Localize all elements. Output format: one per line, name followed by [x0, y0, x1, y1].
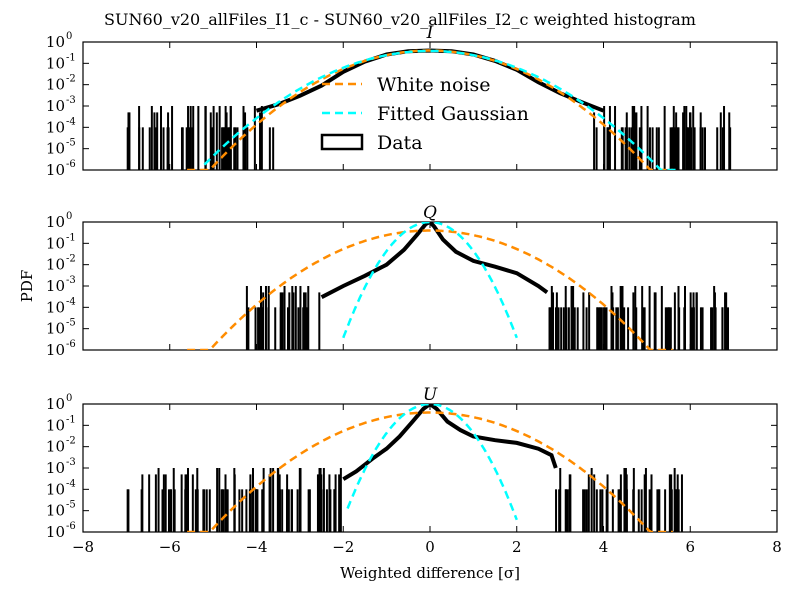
y-tick-label: 10: [46, 118, 65, 136]
y-tick-label: 10: [46, 459, 65, 477]
y-tick-exponent: -6: [66, 159, 76, 170]
y-tick-label: 10: [46, 234, 65, 252]
x-tick-label: 8: [772, 538, 782, 556]
y-tick-label: 10: [46, 480, 65, 498]
x-axis-label: Weighted difference [σ]: [340, 564, 520, 582]
data-noise-spikes: [126, 106, 732, 170]
y-tick-label: 10: [46, 277, 65, 295]
y-tick-exponent: 0: [66, 211, 72, 222]
y-axis-label: PDF: [18, 270, 36, 303]
legend-swatch: [320, 133, 364, 151]
y-tick-label: 10: [46, 341, 65, 359]
y-tick-exponent: -2: [66, 74, 76, 85]
y-tick-label: 10: [46, 416, 65, 434]
legend-label: Fitted Gaussian: [377, 103, 529, 125]
y-tick-label: 10: [46, 502, 65, 520]
fitted-gaussian-curve: [346, 404, 518, 521]
y-tick-exponent: -6: [66, 339, 76, 350]
panel-title: I: [426, 23, 434, 43]
white-noise-curve: [187, 229, 673, 350]
figure-title: SUN60_v20_allFiles_I1_c - SUN60_v20_allF…: [104, 10, 696, 29]
y-tick-label: 10: [46, 33, 65, 51]
x-tick-label: 2: [512, 538, 522, 556]
y-tick-exponent: -1: [66, 414, 76, 425]
y-tick-label: 10: [46, 523, 65, 541]
y-tick-exponent: -3: [66, 275, 76, 286]
y-tick-label: 10: [46, 438, 65, 456]
fitted-gaussian-curve: [342, 222, 518, 339]
data-noise-spikes: [245, 286, 729, 350]
x-tick-label: −6: [159, 538, 181, 556]
legend: White noise Fitted Gaussian Data: [320, 74, 529, 154]
y-tick-label: 10: [46, 256, 65, 274]
legend-label: Data: [377, 132, 423, 154]
y-tick-exponent: -1: [66, 232, 76, 243]
y-tick-exponent: -5: [66, 500, 76, 511]
fitted-gaussian-curve: [203, 49, 678, 170]
white-noise-curve: [187, 49, 673, 170]
y-tick-exponent: -5: [66, 138, 76, 149]
y-tick-exponent: -2: [66, 254, 76, 265]
plot-frame: [82, 221, 778, 351]
x-tick-label: −4: [245, 538, 267, 556]
legend-label: White noise: [377, 74, 491, 96]
x-tick-label: 6: [685, 538, 695, 556]
x-tick-label: −8: [72, 538, 94, 556]
y-tick-label: 10: [46, 298, 65, 316]
y-tick-exponent: -3: [66, 95, 76, 106]
white-noise-curve: [187, 411, 673, 532]
panel-title: Q: [423, 203, 437, 223]
y-tick-exponent: -4: [66, 116, 76, 127]
y-tick-label: 10: [46, 161, 65, 179]
data-noise-spikes: [126, 468, 683, 532]
y-tick-label: 10: [46, 213, 65, 231]
data-curve: [320, 222, 549, 299]
y-tick-exponent: -4: [66, 296, 76, 307]
y-tick-label: 10: [46, 140, 65, 158]
y-tick-exponent: -3: [66, 457, 76, 468]
y-tick-label: 10: [46, 54, 65, 72]
y-tick-label: 10: [46, 97, 65, 115]
panel-title: U: [423, 385, 438, 405]
y-tick-exponent: -6: [66, 521, 76, 532]
y-tick-exponent: -5: [66, 318, 76, 329]
x-tick-label: 4: [599, 538, 609, 556]
data-curve: [342, 404, 558, 481]
y-tick-exponent: -4: [66, 478, 76, 489]
y-tick-label: 10: [46, 320, 65, 338]
y-tick-label: 10: [46, 395, 65, 413]
y-tick-exponent: -1: [66, 52, 76, 63]
y-tick-exponent: 0: [66, 31, 72, 42]
y-tick-exponent: 0: [66, 393, 72, 404]
x-tick-label: −2: [332, 538, 354, 556]
y-tick-label: 10: [46, 76, 65, 94]
y-tick-exponent: -2: [66, 436, 76, 447]
x-tick-label: 0: [425, 538, 435, 556]
